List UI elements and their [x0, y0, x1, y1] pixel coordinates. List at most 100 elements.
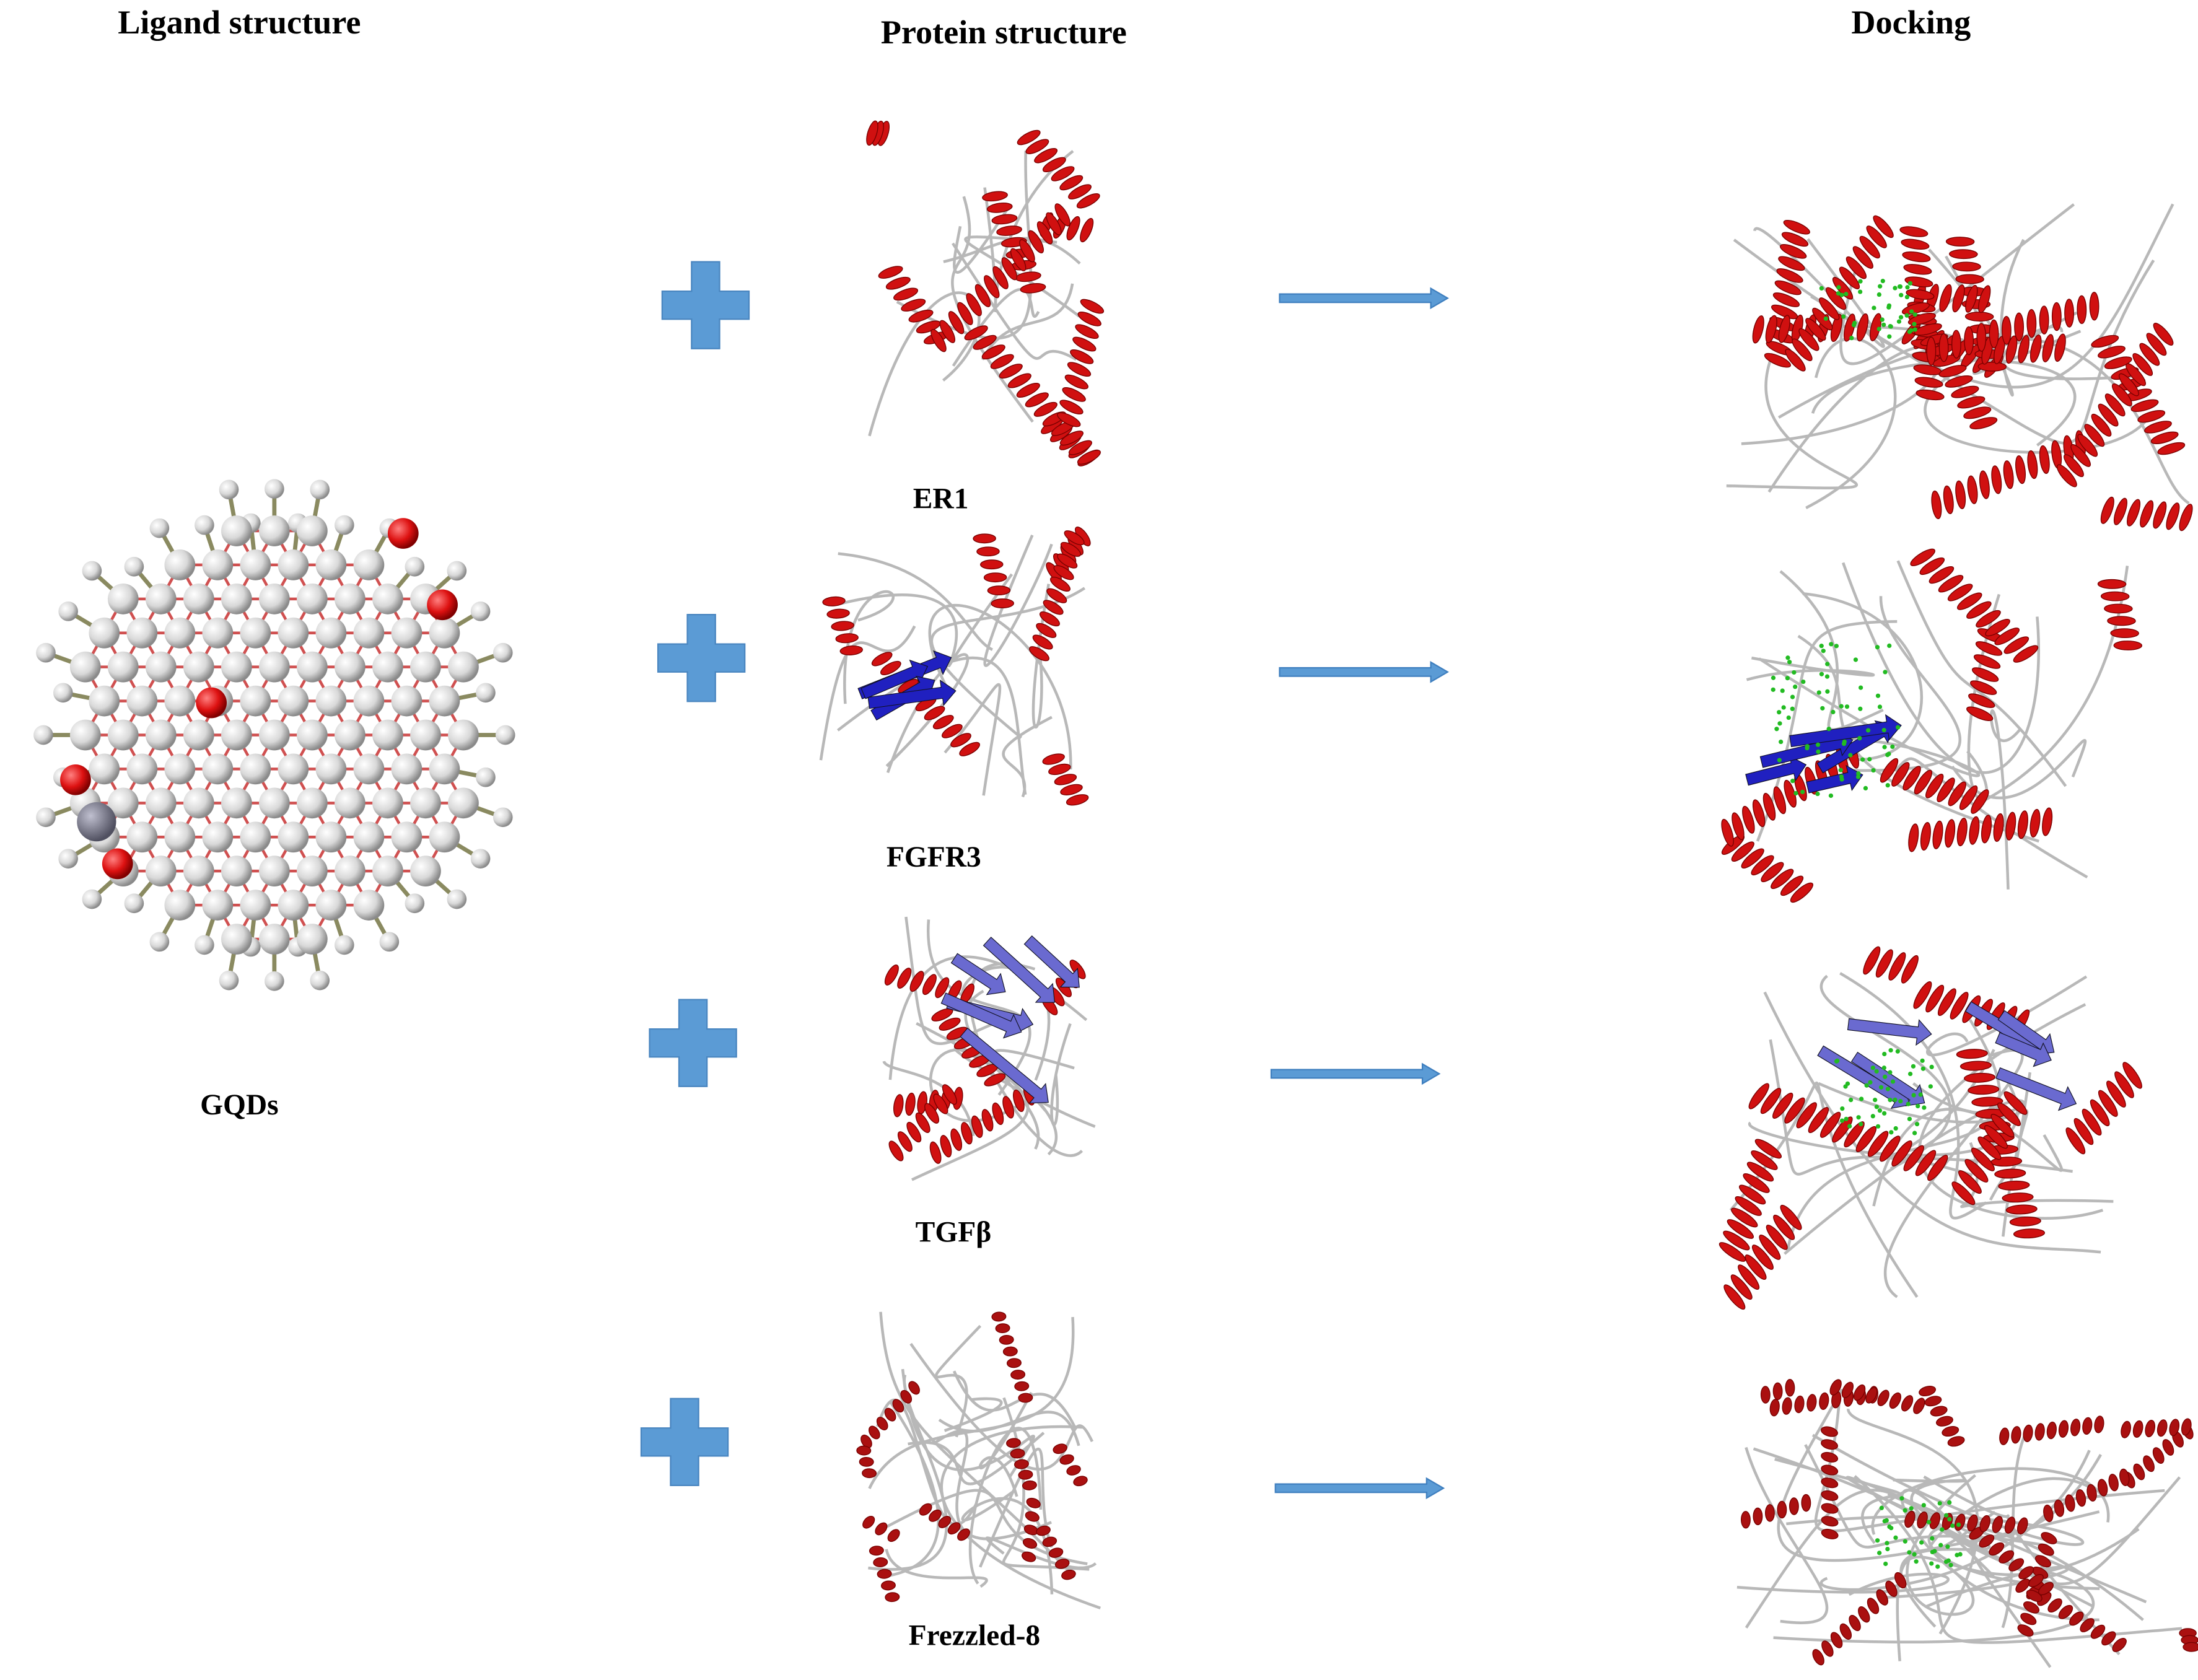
oxygen-atom — [102, 848, 133, 880]
helix-turn — [897, 1131, 913, 1152]
helix-turn — [1903, 264, 1932, 275]
helix-turn — [1013, 1089, 1025, 1113]
docked-ligand-atom — [1899, 292, 1904, 297]
helix-turn — [1949, 249, 1978, 260]
helix-turn — [2054, 1499, 2065, 1517]
docked-ligand-atom — [1911, 1093, 1916, 1098]
helix-turn — [1721, 818, 1734, 847]
helix-turn — [2114, 1071, 2134, 1098]
docked-ligand-atom — [1887, 643, 1892, 649]
header-protein-structure: Protein structure — [881, 14, 1127, 51]
helix-turn — [1036, 1525, 1051, 1536]
helix-turn — [1997, 1102, 2021, 1126]
helix-turn — [1959, 785, 1978, 810]
helix-turn — [1919, 557, 1945, 575]
helix-turn — [2145, 1420, 2156, 1438]
docked-ligand-atom — [1883, 1561, 1888, 1567]
helix-turn — [1070, 349, 1094, 364]
docked-ligand-atom — [1819, 286, 1824, 291]
carbon-atom — [164, 821, 196, 853]
helix-turn — [1010, 1448, 1025, 1459]
carbon-atom — [221, 515, 252, 546]
carbon-atom — [259, 787, 290, 819]
docked-ligand-atom — [1771, 675, 1776, 680]
helix-turn — [1772, 1382, 1783, 1401]
helix-turn — [1017, 129, 1041, 146]
plus-icon — [657, 614, 746, 702]
docked-ligand-atom — [1920, 1058, 1925, 1063]
carbon-atom — [335, 719, 366, 751]
docked-ligand-atom — [1888, 1097, 1893, 1103]
helix-turn — [1754, 1139, 1782, 1159]
hydrogen-atom — [82, 889, 102, 909]
carbon-atom — [221, 855, 252, 887]
helix-turn — [1732, 812, 1745, 841]
helix-turn — [999, 1334, 1014, 1345]
docked-ligand-atom — [1856, 1115, 1861, 1120]
helix-turn — [1915, 1150, 1937, 1176]
coil-loop — [968, 1427, 1043, 1585]
docked-ligand-atom — [1896, 319, 1902, 324]
carbon-atom — [107, 583, 139, 615]
helix-turn — [1067, 362, 1092, 377]
helix-turn — [1014, 1459, 1029, 1469]
helix-turn — [2166, 502, 2180, 530]
helix-turn — [1042, 1536, 1057, 1547]
helix-turn — [1925, 774, 1944, 798]
oxygen-atom — [60, 764, 91, 795]
helix-turn — [1920, 822, 1931, 851]
docked-ligand-atom — [1889, 1526, 1894, 1531]
docked-ligand-atom — [1876, 292, 1881, 297]
helix-turn — [884, 1407, 896, 1422]
helix-turn — [1759, 1235, 1781, 1260]
helix-turn — [1821, 1640, 1834, 1657]
helix-turn — [2013, 1228, 2045, 1239]
helix-turn — [1064, 374, 1088, 390]
helix-turn — [1855, 1126, 1877, 1152]
plus-icon — [649, 999, 737, 1087]
carbon-atom — [145, 855, 177, 887]
helix-turn — [856, 1445, 872, 1456]
helix-turn — [1956, 817, 1968, 847]
helix-turn — [2110, 628, 2139, 639]
helix-turn — [1060, 784, 1083, 795]
carbon-atom — [297, 855, 328, 887]
hydrogen-atom — [447, 561, 467, 581]
helix-turn — [924, 706, 945, 720]
helix-turn — [1979, 1515, 1990, 1533]
helix-turn — [1014, 1381, 1030, 1391]
helix-turn — [2130, 399, 2159, 413]
helix-turn — [2003, 1091, 2028, 1115]
beta-strand — [1745, 755, 1807, 786]
docked-ligand-atom — [1906, 1101, 1911, 1106]
helix-turn — [1964, 1158, 1989, 1183]
docked-ligand-atom — [1888, 1070, 1893, 1075]
helix-turn — [1025, 392, 1049, 408]
helix-turn — [1899, 226, 1929, 237]
helix-turn — [2077, 295, 2087, 325]
docked-ligand-atom — [1922, 1105, 1927, 1110]
helix-turn — [1033, 401, 1057, 417]
carbon-atom — [202, 753, 234, 785]
helix-turn — [2113, 641, 2143, 650]
arrow-right-icon — [1270, 1062, 1441, 1085]
helix-turn — [922, 974, 937, 995]
docked-ligand-atom — [1899, 1496, 1904, 1501]
helix-turn — [2080, 1618, 2095, 1632]
docked-ligand-atom — [1948, 1562, 1953, 1568]
helix-turn — [908, 309, 934, 323]
docked-ligand-atom — [1902, 1508, 1907, 1513]
carbon-atom — [278, 685, 309, 717]
helix-turn — [1776, 268, 1803, 283]
coil-loop — [1811, 359, 2077, 447]
docked-ligand-atom — [1873, 1097, 1878, 1103]
helix-turn — [2107, 616, 2136, 626]
docked-ligand-atom — [1831, 709, 1836, 715]
docked-ligand-atom — [1884, 1518, 1889, 1523]
helix-turn — [862, 1468, 877, 1479]
helix-turn — [1783, 219, 1810, 235]
docked-ligand-atom — [1815, 791, 1820, 797]
docked-ligand-atom — [1875, 645, 1880, 650]
docked-ligand-atom — [1882, 1051, 1887, 1057]
docked-ligand-atom — [1930, 1536, 1935, 1541]
